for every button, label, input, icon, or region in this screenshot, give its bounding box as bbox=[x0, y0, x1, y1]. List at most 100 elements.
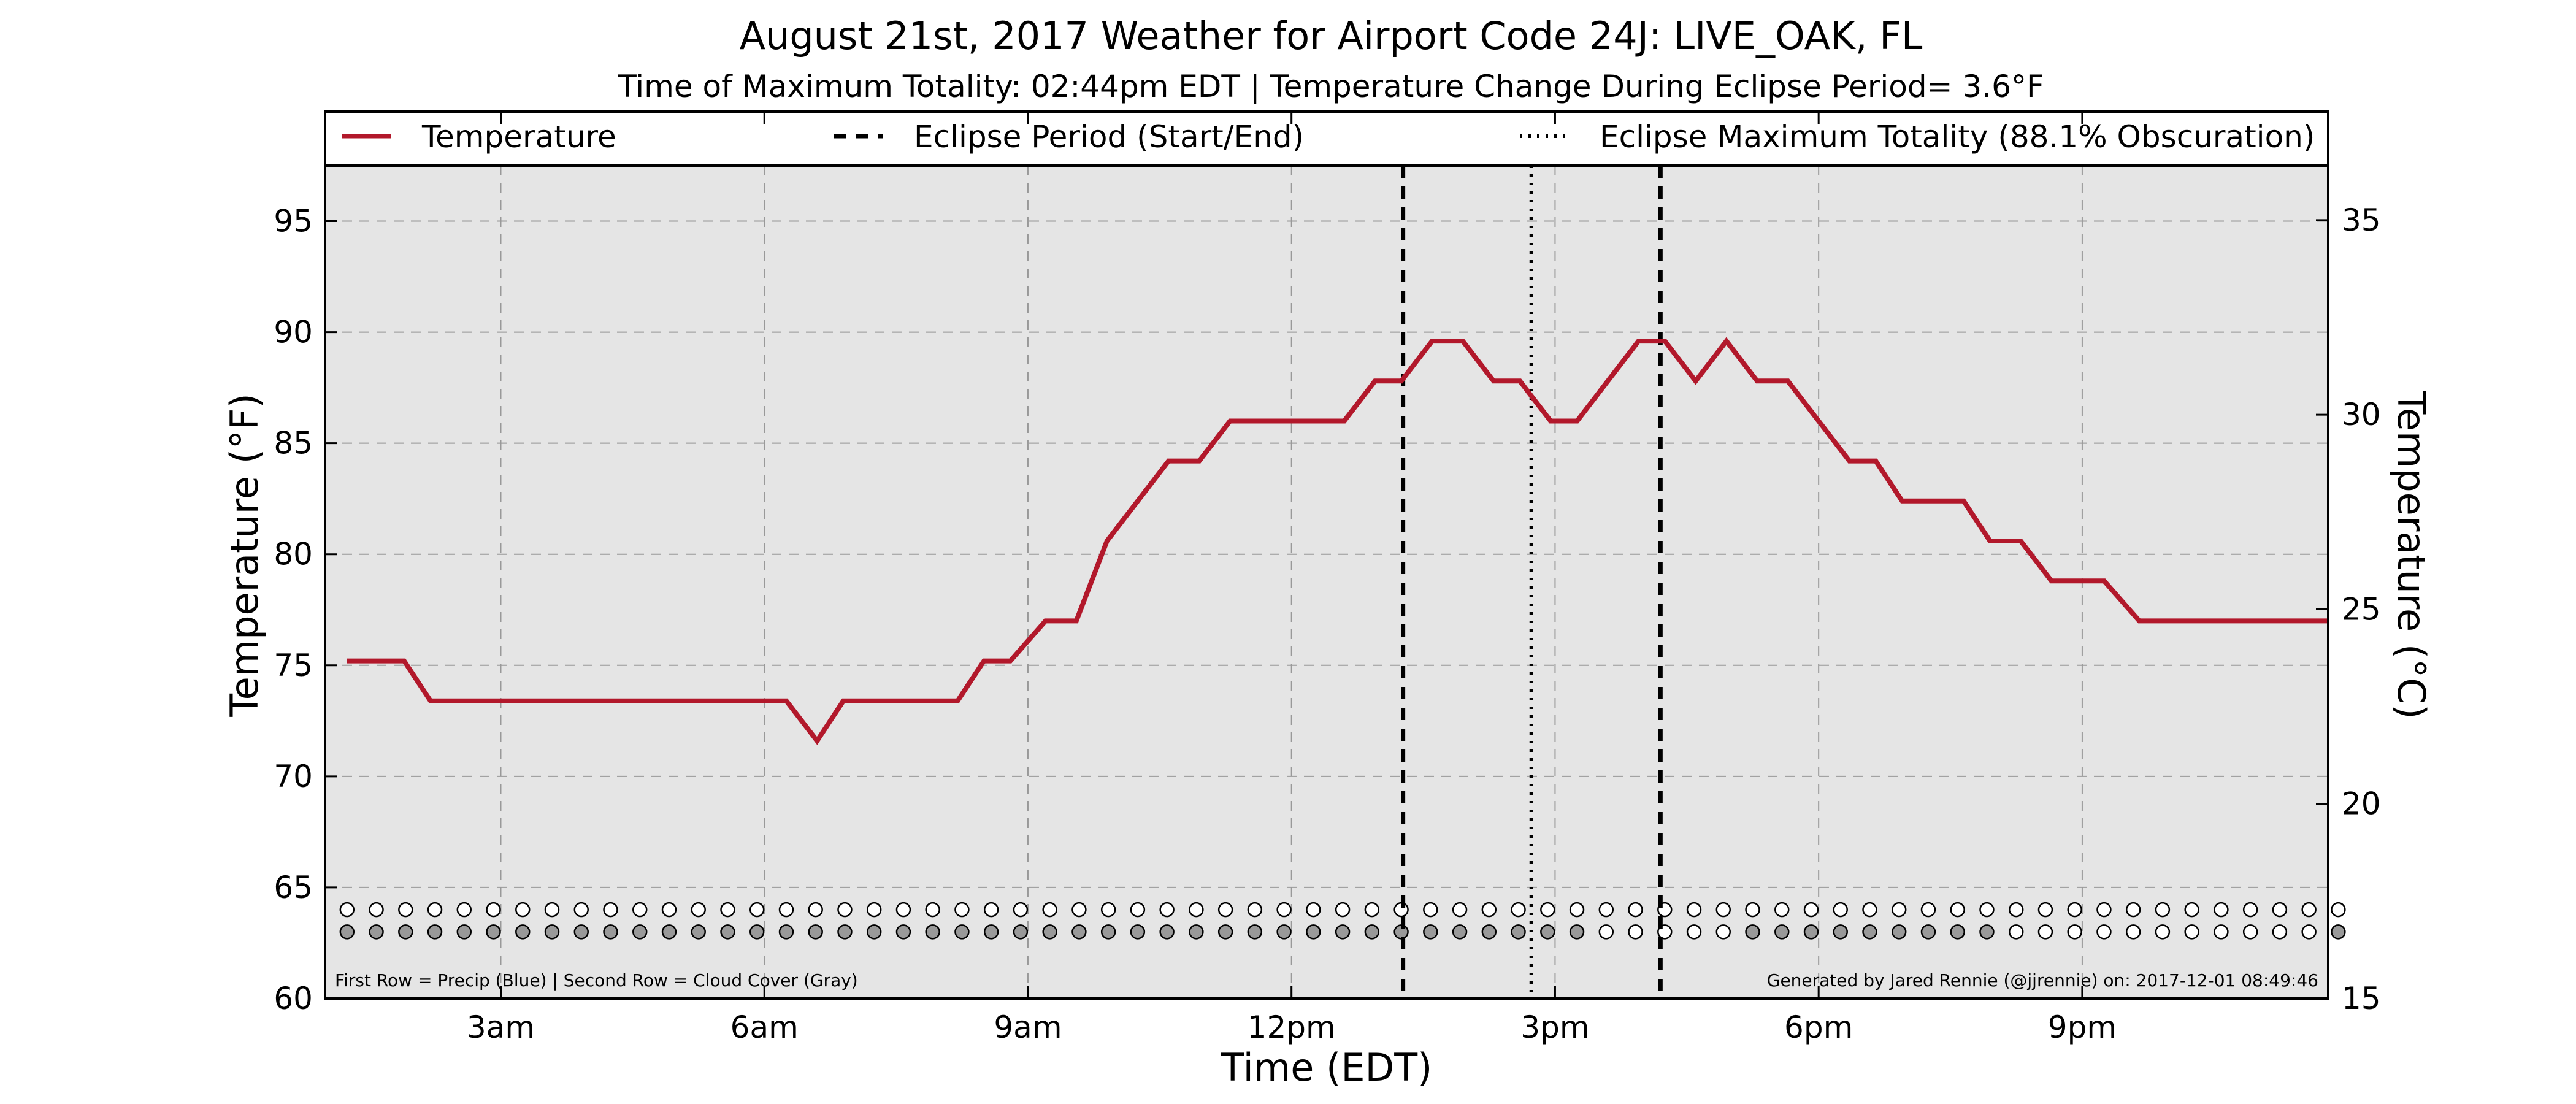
plot-area bbox=[325, 166, 2328, 999]
cloud-cover-marker bbox=[1511, 924, 1526, 940]
right-y-axis-ticks: 15 20 25 30 35 bbox=[2316, 202, 2381, 1016]
cloud-cover-marker bbox=[1920, 924, 1936, 940]
precip-marker bbox=[1979, 902, 1995, 918]
precip-marker bbox=[1569, 902, 1585, 918]
precip-marker bbox=[1950, 902, 1965, 918]
cloud-cover-marker bbox=[2184, 924, 2199, 940]
x-tick-label: 9pm bbox=[2048, 1010, 2117, 1045]
precip-marker bbox=[778, 902, 794, 918]
cloud-cover-marker bbox=[2301, 924, 2317, 940]
precip-marker bbox=[2067, 902, 2082, 918]
cloud-cover-marker bbox=[456, 924, 472, 940]
cloud-cover-marker bbox=[1013, 924, 1029, 940]
cloud-cover-marker bbox=[895, 924, 911, 940]
legend-eclipse-max-label: Eclipse Maximum Totality (88.1% Obscurat… bbox=[1600, 119, 2315, 155]
cloud-cover-marker bbox=[925, 924, 940, 940]
cloud-cover-marker bbox=[1100, 924, 1116, 940]
cloud-cover-marker bbox=[866, 924, 882, 940]
precip-marker bbox=[2214, 902, 2229, 918]
precip-marker bbox=[1335, 902, 1351, 918]
cloud-cover-marker bbox=[691, 924, 706, 940]
eclipse-lines bbox=[1401, 166, 1663, 999]
cloud-cover-marker bbox=[837, 924, 853, 940]
cloud-cover-marker bbox=[1833, 924, 1848, 940]
cloud-cover-marker bbox=[369, 924, 384, 940]
precip-marker bbox=[1452, 902, 1468, 918]
temperature-line bbox=[347, 337, 2328, 745]
precip-marker bbox=[1481, 902, 1497, 918]
precip-marker bbox=[2242, 902, 2258, 918]
cloud-cover-marker bbox=[1745, 924, 1760, 940]
chart-subtitle: Time of Maximum Totality: 02:44pm EDT | … bbox=[617, 69, 2044, 104]
y-tick-label-f: 80 bbox=[274, 537, 313, 572]
precip-marker bbox=[720, 902, 735, 918]
y-tick-label-f: 90 bbox=[274, 315, 313, 350]
cloud-cover-marker bbox=[2067, 924, 2082, 940]
x-tick-label: 3pm bbox=[1520, 1010, 1589, 1045]
precip-marker bbox=[1803, 902, 1819, 918]
right-y-axis-label: Temperature (°C) bbox=[2389, 390, 2434, 719]
precip-cloud-markers bbox=[339, 902, 2346, 940]
cloud-cover-marker bbox=[1042, 924, 1057, 940]
precip-marker bbox=[1364, 902, 1380, 918]
cloud-cover-marker bbox=[954, 924, 970, 940]
y-tick-label-f: 75 bbox=[274, 648, 313, 683]
precip-marker bbox=[1686, 902, 1702, 918]
cloud-cover-marker bbox=[1071, 924, 1087, 940]
precip-marker bbox=[691, 902, 706, 918]
precip-marker bbox=[661, 902, 677, 918]
cloud-cover-marker bbox=[661, 924, 677, 940]
y-tick-label-c: 20 bbox=[2342, 786, 2381, 822]
cloud-cover-marker bbox=[1686, 924, 1702, 940]
cloud-cover-marker bbox=[720, 924, 735, 940]
cloud-cover-marker bbox=[983, 924, 999, 940]
precip-marker bbox=[369, 902, 384, 918]
precip-marker bbox=[456, 902, 472, 918]
precip-marker bbox=[1100, 902, 1116, 918]
x-tick-label: 9am bbox=[994, 1010, 1062, 1045]
y-tick-label-c: 15 bbox=[2342, 981, 2381, 1016]
cloud-cover-marker bbox=[2155, 924, 2171, 940]
cloud-cover-marker bbox=[632, 924, 648, 940]
cloud-cover-marker bbox=[2008, 924, 2024, 940]
cloud-cover-marker bbox=[427, 924, 443, 940]
cloud-cover-marker bbox=[2125, 924, 2141, 940]
cloud-cover-marker bbox=[1715, 924, 1731, 940]
cloud-cover-marker bbox=[603, 924, 618, 940]
cloud-cover-marker bbox=[1803, 924, 1819, 940]
temperature-series bbox=[347, 337, 2328, 745]
precip-marker bbox=[339, 902, 355, 918]
cloud-cover-marker bbox=[1540, 924, 1555, 940]
cloud-cover-marker bbox=[1979, 924, 1995, 940]
y-tick-label-f: 70 bbox=[274, 759, 313, 794]
cloud-cover-marker bbox=[1423, 924, 1438, 940]
precip-marker bbox=[427, 902, 443, 918]
precip-marker bbox=[573, 902, 589, 918]
precip-marker bbox=[1628, 902, 1643, 918]
precip-marker bbox=[2331, 902, 2346, 918]
x-tick-label: 6pm bbox=[1784, 1010, 1853, 1045]
cloud-cover-marker bbox=[2272, 924, 2288, 940]
legend bbox=[324, 110, 2329, 167]
x-tick-label: 3am bbox=[467, 1010, 535, 1045]
cloud-cover-marker bbox=[1481, 924, 1497, 940]
precip-marker bbox=[1276, 902, 1292, 918]
x-tick-label: 12pm bbox=[1248, 1010, 1336, 1045]
precip-marker bbox=[983, 902, 999, 918]
precip-marker bbox=[1715, 902, 1731, 918]
x-axis-ticks: 3am 6am 9am 12pm 3pm 6pm 9pm bbox=[467, 112, 2117, 1045]
precip-marker bbox=[866, 902, 882, 918]
note-right: Generated by Jared Rennie (@jjrennie) on… bbox=[1767, 970, 2318, 991]
y-tick-label-f: 65 bbox=[274, 870, 313, 905]
precip-marker bbox=[1745, 902, 1760, 918]
precip-marker bbox=[544, 902, 560, 918]
cloud-cover-marker bbox=[1306, 924, 1321, 940]
cloud-cover-marker bbox=[2331, 924, 2346, 940]
cloud-cover-marker bbox=[1891, 924, 1907, 940]
cloud-cover-marker bbox=[1569, 924, 1585, 940]
left-y-axis-ticks: 60 65 70 75 80 85 90 95 bbox=[274, 204, 337, 1016]
precip-marker bbox=[1862, 902, 1877, 918]
precip-marker bbox=[1920, 902, 1936, 918]
precip-marker bbox=[2096, 902, 2112, 918]
chart-title: August 21st, 2017 Weather for Airport Co… bbox=[740, 13, 1923, 58]
